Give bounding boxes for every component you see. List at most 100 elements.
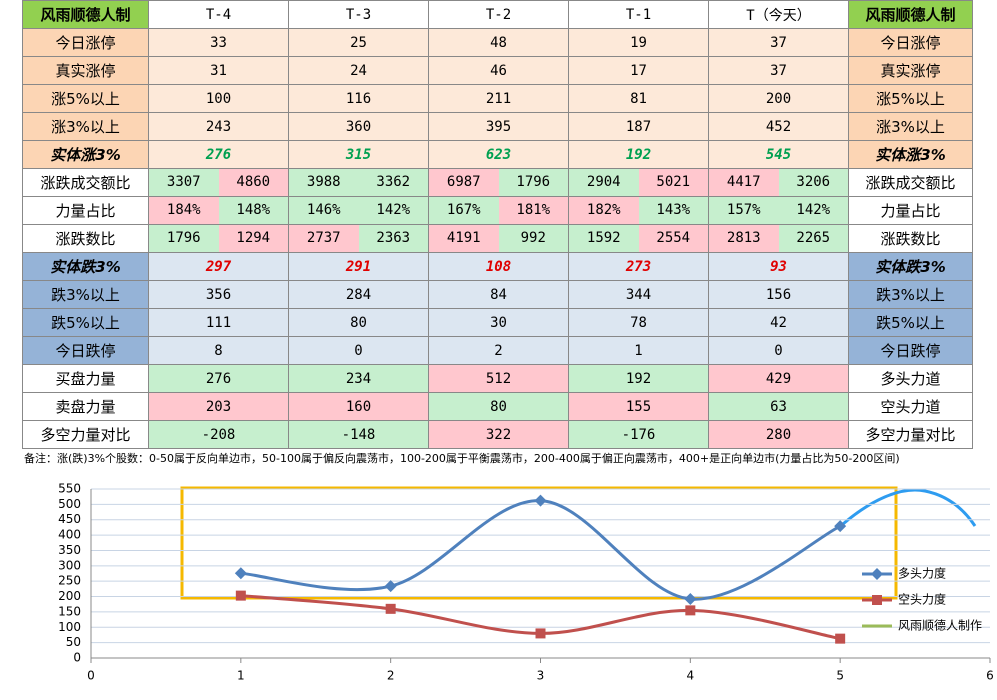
value-cell: 48 bbox=[428, 28, 569, 57]
value-cell: 63 bbox=[708, 392, 849, 421]
pair: 3307 4860 bbox=[149, 169, 288, 196]
value-cell: 42 bbox=[708, 308, 849, 337]
value-cell: 545 bbox=[708, 140, 849, 169]
value-cell: 992 bbox=[498, 225, 568, 252]
table-row: 买盘力量 276 234 512 192 429 多头力道 bbox=[22, 364, 973, 393]
row-label: 涨跌成交额比 bbox=[848, 168, 973, 197]
value-cell: 157% bbox=[709, 197, 779, 224]
row-label: 跌3%以上 bbox=[22, 280, 149, 309]
row-label: 涨跌成交额比 bbox=[22, 168, 149, 197]
pair: 2737 2363 bbox=[289, 225, 428, 252]
value-cell: 142% bbox=[778, 197, 848, 224]
row-label: 多头力道 bbox=[848, 364, 973, 393]
table-row: 涨3%以上 243 360 395 187 452 涨3%以上 bbox=[22, 112, 973, 141]
pair: 157% 142% bbox=[709, 197, 848, 224]
table-row: 涨跌成交额比 3307 4860 3988 3362 6987 1796 2904 5021 44… bbox=[22, 168, 973, 197]
data-point bbox=[534, 494, 547, 507]
row-label: 今日跌停 bbox=[848, 336, 973, 365]
y-tick-label: 550 bbox=[58, 482, 81, 496]
data-point bbox=[872, 595, 882, 605]
pair-cell: 167% 181% bbox=[428, 196, 569, 225]
y-tick-label: 200 bbox=[58, 589, 81, 603]
data-point bbox=[685, 605, 696, 616]
value-cell: 2737 bbox=[289, 225, 359, 252]
value-cell: 211 bbox=[428, 84, 569, 113]
row-label: 力量占比 bbox=[848, 196, 973, 225]
y-tick-label: 450 bbox=[58, 512, 81, 526]
value-cell: 156 bbox=[708, 280, 849, 309]
value-cell: 1 bbox=[568, 336, 709, 365]
pair: 2813 2265 bbox=[709, 225, 848, 252]
hand-drawn-curve bbox=[842, 488, 977, 527]
pair-cell: 2737 2363 bbox=[288, 224, 429, 253]
value-cell: 19 bbox=[568, 28, 709, 57]
value-cell: 322 bbox=[428, 420, 569, 449]
pair: 1592 2554 bbox=[569, 225, 708, 252]
value-cell: 80 bbox=[288, 308, 429, 337]
value-cell: 181% bbox=[498, 197, 568, 224]
x-tick-label: 3 bbox=[537, 669, 545, 683]
header-cell: T-3 bbox=[288, 0, 429, 29]
row-label: 今日跌停 bbox=[22, 336, 149, 365]
value-cell: 395 bbox=[428, 112, 569, 141]
value-cell: 344 bbox=[568, 280, 709, 309]
value-cell: 243 bbox=[148, 112, 289, 141]
header-cell: 风雨顺德人制 bbox=[22, 0, 149, 29]
value-cell: 452 bbox=[708, 112, 849, 141]
value-cell: 24 bbox=[288, 56, 429, 85]
y-tick-label: 400 bbox=[58, 528, 81, 542]
table-row: 实体跌3% 297 291 108 273 93 实体跌3% bbox=[22, 252, 973, 281]
value-cell: 234 bbox=[288, 364, 429, 393]
value-cell: 143% bbox=[638, 197, 708, 224]
row-label: 卖盘力量 bbox=[22, 392, 149, 421]
row-label: 实体涨3% bbox=[848, 140, 973, 169]
value-cell: 1294 bbox=[218, 225, 288, 252]
row-label: 真实涨停 bbox=[848, 56, 973, 85]
table-row: 今日跌停 8 0 2 1 0 今日跌停 bbox=[22, 336, 973, 365]
value-cell: 33 bbox=[148, 28, 289, 57]
value-cell: 360 bbox=[288, 112, 429, 141]
pair: 2904 5021 bbox=[569, 169, 708, 196]
pair-cell: 1796 1294 bbox=[148, 224, 289, 253]
value-cell: -208 bbox=[148, 420, 289, 449]
value-cell: 3206 bbox=[778, 169, 848, 196]
x-tick-label: 4 bbox=[687, 669, 695, 683]
value-cell: 78 bbox=[568, 308, 709, 337]
table-row: 涨跌数比 1796 1294 2737 2363 4191 992 1592 2554 2813 2… bbox=[22, 224, 973, 253]
row-label: 空头力道 bbox=[848, 392, 973, 421]
row-label: 跌5%以上 bbox=[848, 308, 973, 337]
value-cell: 167% bbox=[429, 197, 499, 224]
pair: 4417 3206 bbox=[709, 169, 848, 196]
value-cell: 0 bbox=[708, 336, 849, 365]
row-label: 涨5%以上 bbox=[22, 84, 149, 113]
value-cell: 37 bbox=[708, 56, 849, 85]
header-cell: T-4 bbox=[148, 0, 289, 29]
value-cell: 297 bbox=[148, 252, 289, 281]
data-line bbox=[240, 499, 841, 601]
value-cell: 2554 bbox=[638, 225, 708, 252]
note: 备注：涨(跌)3%个股数：0-50属于反向单边市，50-100属于偏反向震荡市，… bbox=[24, 452, 900, 465]
value-cell: 2904 bbox=[569, 169, 639, 196]
x-tick-label: 6 bbox=[986, 669, 994, 683]
value-cell: 4191 bbox=[429, 225, 499, 252]
value-cell: 0 bbox=[288, 336, 429, 365]
value-cell: 280 bbox=[708, 420, 849, 449]
y-tick-label: 350 bbox=[58, 543, 81, 557]
y-tick-label: 0 bbox=[73, 651, 81, 665]
y-tick-label: 150 bbox=[58, 604, 81, 618]
value-cell: 46 bbox=[428, 56, 569, 85]
value-cell: 203 bbox=[148, 392, 289, 421]
row-label: 真实涨停 bbox=[22, 56, 149, 85]
value-cell: 623 bbox=[428, 140, 569, 169]
data-table: 风雨顺德人制 T-4 T-3 T-2 T-1 T（今天） 风雨顺德人制 今日涨停 33 25 48 1… bbox=[22, 0, 973, 449]
row-label: 涨跌数比 bbox=[848, 224, 973, 253]
pair-cell: 4191 992 bbox=[428, 224, 569, 253]
value-cell: 3988 bbox=[289, 169, 359, 196]
value-cell: 356 bbox=[148, 280, 289, 309]
x-tick-label: 2 bbox=[387, 669, 395, 683]
data-point bbox=[385, 603, 396, 614]
y-tick-label: 50 bbox=[66, 635, 81, 649]
legend-label: 空头力度 bbox=[898, 592, 946, 607]
data-point bbox=[835, 633, 846, 644]
